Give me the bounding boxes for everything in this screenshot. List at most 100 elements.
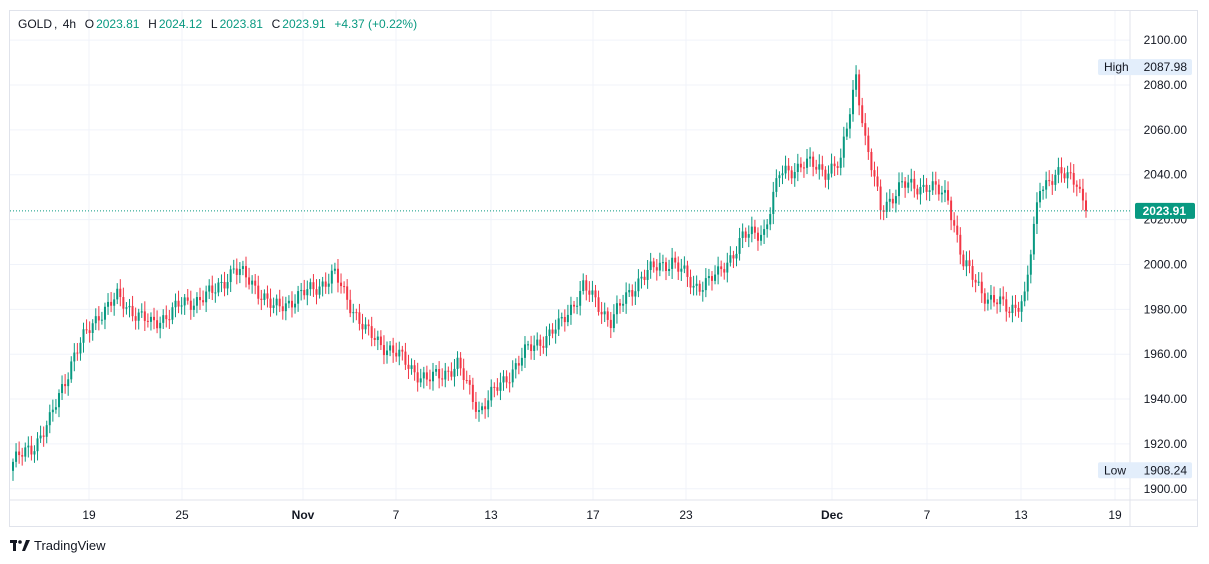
candle-body	[125, 307, 128, 309]
candle	[925, 178, 928, 201]
candle	[904, 176, 907, 198]
candle-body	[830, 163, 833, 174]
candle	[661, 254, 664, 272]
candle-body	[1069, 172, 1072, 174]
candle	[680, 258, 683, 281]
candle-body	[588, 290, 591, 295]
candle	[238, 262, 241, 284]
tradingview-brand[interactable]: TradingView	[10, 538, 106, 553]
candle	[364, 317, 367, 334]
candle-body	[330, 270, 333, 284]
candle-body	[573, 304, 576, 307]
candle	[1072, 164, 1075, 193]
candle-body	[704, 278, 707, 291]
candle-body	[269, 298, 272, 308]
candle	[309, 278, 312, 296]
y-tick-label: 2060.00	[1144, 123, 1188, 137]
candle-body	[1026, 274, 1029, 292]
candle	[551, 323, 554, 339]
candle	[508, 372, 511, 393]
candle	[956, 215, 959, 243]
candle	[821, 155, 824, 177]
chart-frame[interactable]	[9, 10, 1198, 527]
candle-body	[836, 166, 839, 168]
candle-body	[619, 303, 622, 306]
candle-body	[183, 297, 186, 306]
candle	[735, 246, 738, 267]
candle-body	[352, 312, 355, 314]
candle-body	[545, 336, 548, 348]
candle-body	[689, 276, 692, 288]
candle	[993, 286, 996, 307]
candle-body	[717, 266, 720, 275]
x-tick-label: Nov	[292, 508, 315, 522]
candle	[186, 289, 189, 305]
candle	[1014, 294, 1017, 317]
candle-body	[450, 371, 453, 377]
candle-body	[257, 285, 260, 299]
candle	[720, 260, 723, 277]
candle	[419, 368, 422, 388]
candle-body	[54, 407, 57, 410]
candle	[487, 390, 490, 418]
candle-body	[784, 165, 787, 174]
candle-body	[91, 323, 94, 333]
candle	[137, 308, 140, 330]
candle-body	[435, 369, 438, 372]
candle	[290, 291, 293, 318]
candle-body	[364, 324, 367, 330]
candle	[1054, 169, 1057, 191]
candle	[505, 370, 508, 389]
candle-body	[42, 435, 45, 437]
candle-body	[928, 190, 931, 192]
candle-body	[919, 186, 922, 195]
candle-body	[993, 295, 996, 303]
candle-body	[401, 349, 404, 352]
open-label: O	[84, 17, 95, 31]
candle-body	[39, 435, 42, 439]
y-tick-label: 1960.00	[1144, 347, 1188, 361]
candle-body	[82, 329, 85, 343]
candle	[244, 256, 247, 288]
candle-body	[962, 254, 965, 267]
candle	[723, 262, 726, 280]
candle	[254, 273, 257, 295]
candle	[658, 252, 661, 277]
candle-body	[168, 319, 171, 321]
candle	[919, 178, 922, 205]
candle	[913, 170, 916, 198]
candle	[818, 154, 821, 180]
candle-body	[554, 329, 557, 334]
candle-body	[901, 181, 904, 183]
candle-body	[199, 297, 202, 301]
candle	[398, 341, 401, 366]
candle	[156, 310, 159, 334]
candle-body	[1002, 296, 1005, 300]
candle-body	[153, 316, 156, 321]
candle	[24, 442, 27, 462]
candle	[637, 269, 640, 298]
candle-body	[143, 311, 146, 321]
candle-body	[192, 305, 195, 310]
candle-body	[793, 172, 796, 179]
candle	[294, 294, 297, 314]
candle	[340, 273, 343, 294]
candle	[82, 322, 85, 353]
candle-body	[692, 285, 695, 288]
candle	[625, 282, 628, 314]
candle-body	[615, 303, 618, 315]
candle-body	[937, 184, 940, 195]
candle	[763, 219, 766, 245]
candle	[959, 227, 962, 265]
candle	[732, 250, 735, 269]
candle-body	[100, 319, 103, 321]
candle-body	[1011, 304, 1014, 314]
x-tick-label: 23	[679, 508, 693, 522]
candle	[370, 316, 373, 347]
x-tick-label: 13	[484, 508, 498, 522]
candle-body	[655, 267, 658, 271]
candle-body	[413, 365, 416, 373]
candle	[355, 308, 358, 321]
tradingview-logo-icon	[10, 539, 30, 551]
